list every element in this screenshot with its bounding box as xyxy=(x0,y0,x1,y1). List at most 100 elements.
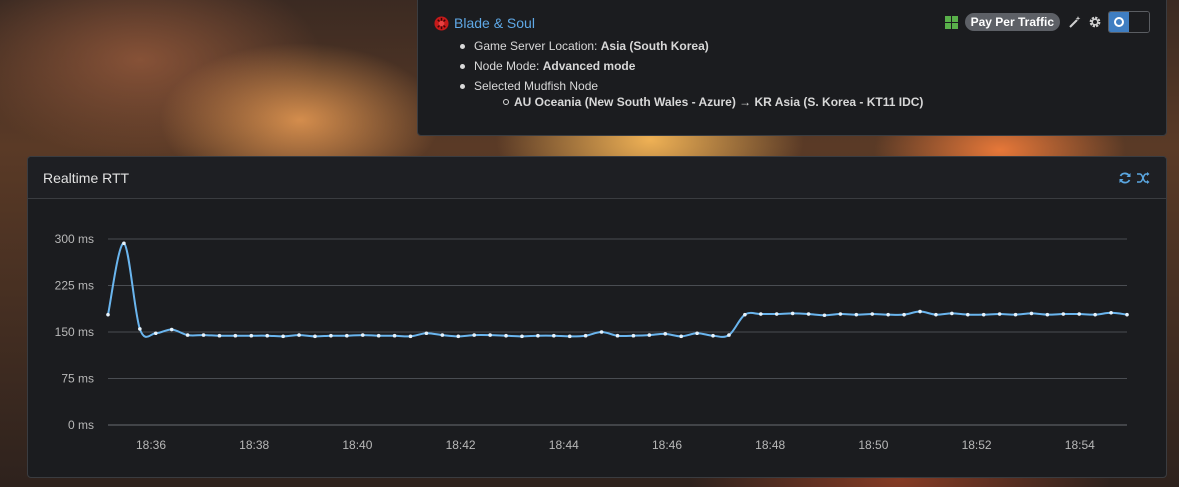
refresh-icon[interactable] xyxy=(1118,171,1132,185)
rtt-data-point xyxy=(758,312,763,316)
rtt-data-point xyxy=(950,311,954,316)
windows-icon xyxy=(944,15,958,29)
shuffle-icon[interactable] xyxy=(1136,171,1150,185)
selected-node-label: Selected Mudfish Node xyxy=(474,79,599,93)
rtt-data-point xyxy=(918,309,922,314)
rtt-data-point xyxy=(934,312,938,317)
rtt-data-point xyxy=(774,312,779,316)
server-location-item: Game Server Location: Asia (South Korea) xyxy=(460,37,709,57)
blade-and-soul-logo-icon xyxy=(434,15,449,31)
rtt-data-point xyxy=(965,312,970,317)
node-mode-value: Advanced mode xyxy=(542,59,636,73)
rtt-data-point xyxy=(456,334,461,339)
realtime-rtt-panel: Realtime RTT 0 ms 75 ms 150 ms 225 ms 300 ms… xyxy=(27,156,1167,478)
rtt-data-point xyxy=(997,312,1002,316)
game-title-row[interactable]: Blade & Soul xyxy=(434,15,535,31)
rtt-data-point xyxy=(567,334,572,339)
rtt-line-chart: 0 ms 75 ms 150 ms 225 ms 300 ms 18:36 18:38 18:… xyxy=(55,232,1129,452)
rtt-data-point xyxy=(297,333,301,337)
rtt-data-point xyxy=(106,312,110,317)
y-tick-label: 300 ms xyxy=(55,232,94,246)
server-location-label: Game Server Location: xyxy=(474,39,601,53)
game-toolbar: Pay Per Traffic xyxy=(944,11,1150,33)
x-tick-label: 18:42 xyxy=(446,438,476,452)
rtt-data-point xyxy=(345,333,349,338)
rtt-data-point xyxy=(153,331,158,336)
rtt-data-point xyxy=(169,327,174,332)
rtt-data-point xyxy=(376,333,381,338)
x-tick-label: 18:50 xyxy=(858,438,888,452)
rtt-data-point xyxy=(806,312,811,316)
rtt-data-point xyxy=(679,334,683,339)
rtt-data-point xyxy=(472,333,477,337)
rtt-data-point xyxy=(424,331,429,336)
toggle-knob xyxy=(1109,12,1129,32)
rtt-data-point xyxy=(695,331,699,336)
rtt-data-point xyxy=(599,330,604,334)
rtt-data-point xyxy=(838,312,843,316)
rtt-data-point xyxy=(217,333,222,338)
rtt-data-point xyxy=(727,333,731,337)
rtt-data-point xyxy=(360,333,365,337)
rtt-data-point xyxy=(392,333,397,338)
rtt-data-point xyxy=(1109,310,1113,315)
rtt-data-point xyxy=(122,241,126,246)
rtt-data-point xyxy=(822,313,827,318)
rtt-data-point xyxy=(233,333,238,338)
game-title-link[interactable]: Blade & Soul xyxy=(454,15,535,31)
rtt-data-point xyxy=(870,312,875,316)
rtt-data-point xyxy=(663,332,668,336)
rtt-data-point xyxy=(536,333,540,338)
y-tick-label: 225 ms xyxy=(55,279,94,293)
rtt-data-point xyxy=(902,312,906,317)
rtt-data-point xyxy=(854,312,859,317)
y-tick-label: 150 ms xyxy=(55,325,94,339)
rtt-data-point xyxy=(886,312,890,317)
y-tick-label: 0 ms xyxy=(68,418,94,432)
node-mode-label: Node Mode: xyxy=(474,59,543,73)
rtt-data-point xyxy=(488,333,492,337)
rtt-data-point xyxy=(408,334,413,339)
rtt-data-point xyxy=(1029,311,1034,316)
rtt-actions xyxy=(1118,171,1150,185)
rtt-data-point xyxy=(185,333,190,337)
x-tick-label: 18:46 xyxy=(652,438,682,452)
rtt-data-point xyxy=(265,333,270,338)
node-route: AU Oceania (New South Wales - Azure) → K… xyxy=(502,93,923,113)
rtt-data-point xyxy=(1013,312,1018,317)
node-mode-item: Node Mode: Advanced mode xyxy=(460,57,709,77)
x-tick-label: 18:54 xyxy=(1065,438,1095,452)
rtt-data-point xyxy=(552,333,556,338)
rtt-data-point xyxy=(790,311,795,316)
rtt-data-point xyxy=(981,312,986,317)
rtt-panel-title: Realtime RTT xyxy=(43,169,130,186)
rtt-data-point xyxy=(631,333,636,338)
enable-toggle[interactable] xyxy=(1108,11,1150,33)
rtt-data-point xyxy=(1077,312,1082,316)
x-tick-label: 18:38 xyxy=(239,438,269,452)
rtt-data-point xyxy=(1125,312,1129,317)
rtt-panel-header: Realtime RTT xyxy=(28,157,1166,199)
rtt-series-line xyxy=(107,242,1128,338)
game-info-list: Game Server Location: Asia (South Korea)… xyxy=(460,37,709,97)
gear-icon[interactable] xyxy=(1088,15,1102,29)
rtt-data-point xyxy=(329,333,333,338)
rtt-data-point xyxy=(440,333,445,337)
rtt-data-point xyxy=(138,327,142,331)
rtt-data-point xyxy=(647,333,652,337)
x-tick-label: 18:44 xyxy=(549,438,579,452)
x-tick-label: 18:52 xyxy=(962,438,992,452)
server-location-value: Asia (South Korea) xyxy=(600,39,709,53)
selected-node-item: Selected Mudfish Node xyxy=(460,77,709,97)
rtt-data-point xyxy=(201,333,206,337)
x-tick-label: 18:36 xyxy=(136,438,166,452)
rtt-data-point xyxy=(711,333,715,338)
rtt-data-point xyxy=(249,333,254,338)
x-tick-label: 18:48 xyxy=(755,438,785,452)
rtt-data-point xyxy=(313,334,317,339)
rtt-data-point xyxy=(743,312,747,317)
rtt-data-point xyxy=(615,333,620,338)
rtt-data-point xyxy=(520,334,524,339)
magic-wand-icon[interactable] xyxy=(1068,15,1082,29)
rtt-data-point xyxy=(281,334,285,339)
